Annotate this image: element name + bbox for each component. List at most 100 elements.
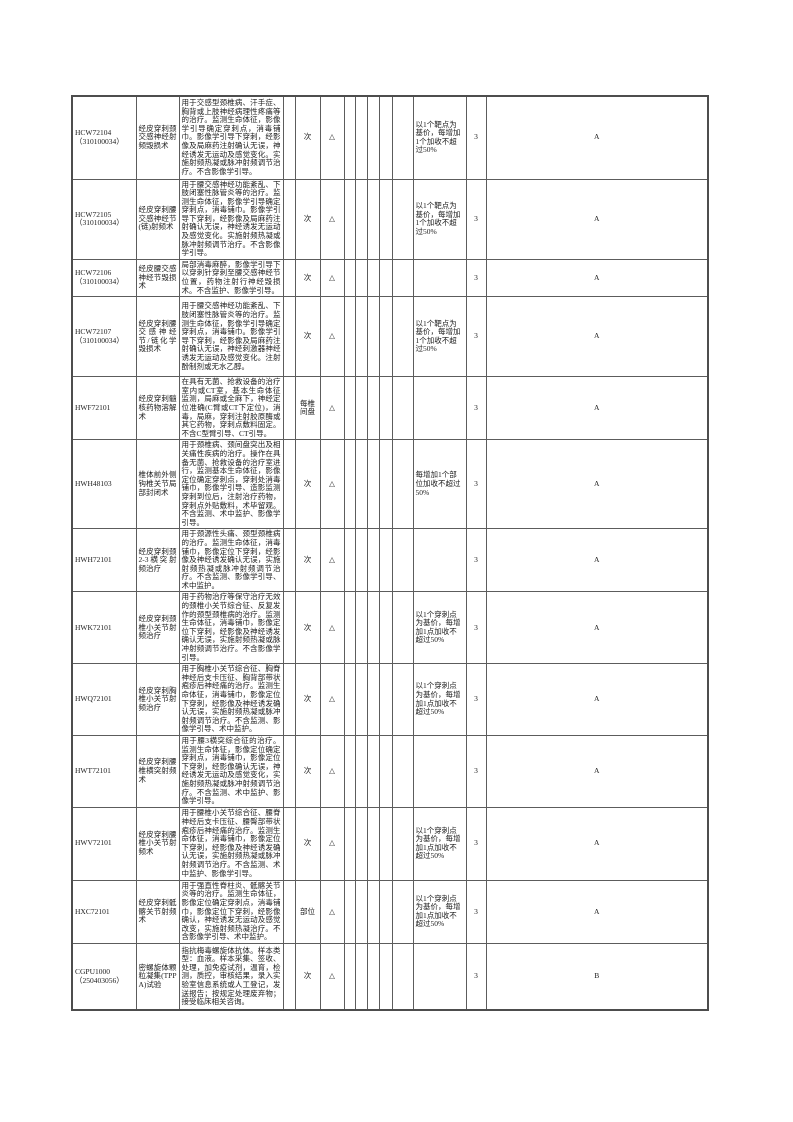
pricing-class-cell: △	[319, 879, 345, 944]
spacer-cell	[391, 528, 414, 593]
spacer-cell	[282, 439, 296, 530]
spacer-cell	[366, 806, 380, 881]
table-body: HCW72104 （310100034） 经皮穿刺颈交感神经射频毁损术 用于交感型颈椎…	[71, 95, 709, 1011]
addition-note-cell: 以1个靶点为基价，每增加1个加收不超过50%	[412, 95, 467, 180]
value-cell: 3	[465, 528, 487, 593]
grade-cell: A	[485, 95, 709, 180]
spacer-cell	[391, 178, 414, 260]
item-code: HCW72107	[75, 327, 112, 337]
item-description-cell: 用于腰3横突综合征的治疗。监测生命体征，影像定位确定穿刺点，消毒铺巾，影像定位下…	[178, 734, 284, 808]
item-code: HWH72101	[75, 555, 112, 565]
spacer-cell	[343, 258, 356, 298]
spacer-cell	[378, 806, 393, 881]
spacer-cell	[391, 296, 414, 378]
spacer-cell	[366, 258, 380, 298]
grade-cell: A	[485, 528, 709, 593]
spacer-cell	[282, 178, 296, 260]
spacer-cell	[282, 806, 296, 881]
item-code-cell: HWH48103	[71, 439, 137, 530]
grade-cell: A	[485, 663, 709, 736]
table-row: HWH72101 经皮穿刺颈2-3横突射频治疗 用于颈源性头痛、颈型颈椎病的治疗。监…	[71, 528, 709, 593]
item-code: HXC72101	[75, 906, 110, 916]
item-code-cell: HWT72101	[71, 734, 137, 808]
value-cell: 3	[465, 879, 487, 944]
unit-cell: 次	[294, 439, 321, 530]
table-row: HXC72101 经皮穿刺骶髂关节射频术 用于强直性脊柱炎、骶髂关节炎等的治疗。监测…	[71, 879, 709, 944]
spacer-cell	[391, 258, 414, 298]
spacer-cell	[354, 178, 368, 260]
value-cell: 3	[465, 376, 487, 441]
item-code-cell: HWV72101	[71, 806, 137, 881]
table-row: HCW72107 （310100034） 经皮穿刺腰交感神经节/链化学毁损术 用于腰交…	[71, 296, 709, 378]
item-description-cell: 指抗梅毒螺旋体抗体。样本类型：血液。样本采集、签收、处理，加免疫试剂，温育，检测…	[178, 942, 284, 1011]
item-code-number: （310100034）	[75, 277, 124, 287]
item-name-cell: 经皮穿刺腰椎横突射频术	[135, 734, 180, 808]
pricing-class-cell: △	[319, 528, 345, 593]
addition-note-cell: 以1个靶点为基价，每增加1个加收不超过50%	[412, 178, 467, 260]
spacer-cell	[282, 95, 296, 180]
addition-note-cell	[412, 528, 467, 593]
value-cell: 3	[465, 734, 487, 808]
spacer-cell	[366, 95, 380, 180]
spacer-cell	[391, 734, 414, 808]
item-code-cell: HWK72101	[71, 591, 137, 665]
item-code-cell: CGPU1000 （250403056）	[71, 942, 137, 1011]
medical-service-price-table: HCW72104 （310100034） 经皮穿刺颈交感神经射频毁损术 用于交感型颈椎…	[71, 95, 709, 1012]
grade-cell: A	[485, 258, 709, 298]
pricing-class-cell: △	[319, 95, 345, 180]
item-code-cell: HCW72107 （310100034）	[71, 296, 137, 378]
item-code-cell: HCW72106 （310100034）	[71, 258, 137, 298]
unit-cell: 次	[294, 296, 321, 378]
spacer-cell	[366, 178, 380, 260]
spacer-cell	[366, 296, 380, 378]
addition-note-cell	[412, 258, 467, 298]
addition-note-cell	[412, 376, 467, 441]
spacer-cell	[354, 95, 368, 180]
spacer-cell	[391, 806, 414, 881]
spacer-cell	[391, 663, 414, 736]
table-row: HWH48103 椎体前外侧钩椎关节局部封闭术 用于颈椎病、颈间盘突出及相关痛性疾病…	[71, 439, 709, 530]
item-name-cell: 经皮腰交感神经节毁损术	[135, 258, 180, 298]
addition-note-cell	[412, 942, 467, 1011]
addition-note-cell: 以1个靶点为基价，每增加1个加收不超过50%	[412, 296, 467, 378]
table-row: CGPU1000 （250403056） 密螺旋体颗粒凝集(TPPA)试验 指抗梅毒螺…	[71, 942, 709, 1011]
pricing-class-cell: △	[319, 942, 345, 1011]
spacer-cell	[366, 663, 380, 736]
pricing-class-cell: △	[319, 439, 345, 530]
value-cell: 3	[465, 806, 487, 881]
grade-cell: A	[485, 296, 709, 378]
value-cell: 3	[465, 95, 487, 180]
item-name-cell: 经皮穿刺腰交感神经节/链化学毁损术	[135, 296, 180, 378]
spacer-cell	[391, 376, 414, 441]
pricing-class-cell: △	[319, 258, 345, 298]
spacer-cell	[282, 296, 296, 378]
item-code-cell: HWF72101	[71, 376, 137, 441]
unit-cell: 次	[294, 734, 321, 808]
unit-cell: 次	[294, 178, 321, 260]
item-name-cell: 密螺旋体颗粒凝集(TPPA)试验	[135, 942, 180, 1011]
spacer-cell	[378, 879, 393, 944]
table-row: HWV72101 经皮穿刺腰椎小关节射频术 用于腰椎小关节综合征、腰脊神经后支卡压征…	[71, 806, 709, 881]
spacer-cell	[343, 663, 356, 736]
value-cell: 3	[465, 663, 487, 736]
table-row: HCW72105 （310100034） 经皮穿刺腰交感神经节(链)射频术 用于腰交感…	[71, 178, 709, 260]
item-code-number: （310100034）	[75, 136, 124, 146]
value-cell: 3	[465, 178, 487, 260]
spacer-cell	[378, 591, 393, 665]
spacer-cell	[391, 879, 414, 944]
item-code: HWQ72101	[75, 694, 112, 704]
item-description-cell: 用于腰椎小关节综合征、腰脊神经后支卡压征、腰臀部带状疱疹后神经痛的治疗。监测生命…	[178, 806, 284, 881]
spacer-cell	[354, 439, 368, 530]
addition-note-cell: 以1个穿刺点为基价，每增加1点加收不超过50%	[412, 591, 467, 665]
spacer-cell	[354, 663, 368, 736]
item-name-cell: 经皮穿刺颈2-3横突射频治疗	[135, 528, 180, 593]
spacer-cell	[378, 95, 393, 180]
spacer-cell	[378, 178, 393, 260]
spacer-cell	[282, 879, 296, 944]
spacer-cell	[366, 439, 380, 530]
spacer-cell	[343, 879, 356, 944]
addition-note-cell: 以1个穿刺点为基价，每增加1点加收不超过50%	[412, 879, 467, 944]
item-description-cell: 在具有无菌、抢救设备的治疗室内或CT室，基本生命体征监测，局麻或全麻下，神经定位…	[178, 376, 284, 441]
item-description-cell: 局部消毒麻醉，影像学引导下以穿刺针穿刺至腰交感神经节位置，药物注射行神经毁损术。…	[178, 258, 284, 298]
spacer-cell	[343, 591, 356, 665]
